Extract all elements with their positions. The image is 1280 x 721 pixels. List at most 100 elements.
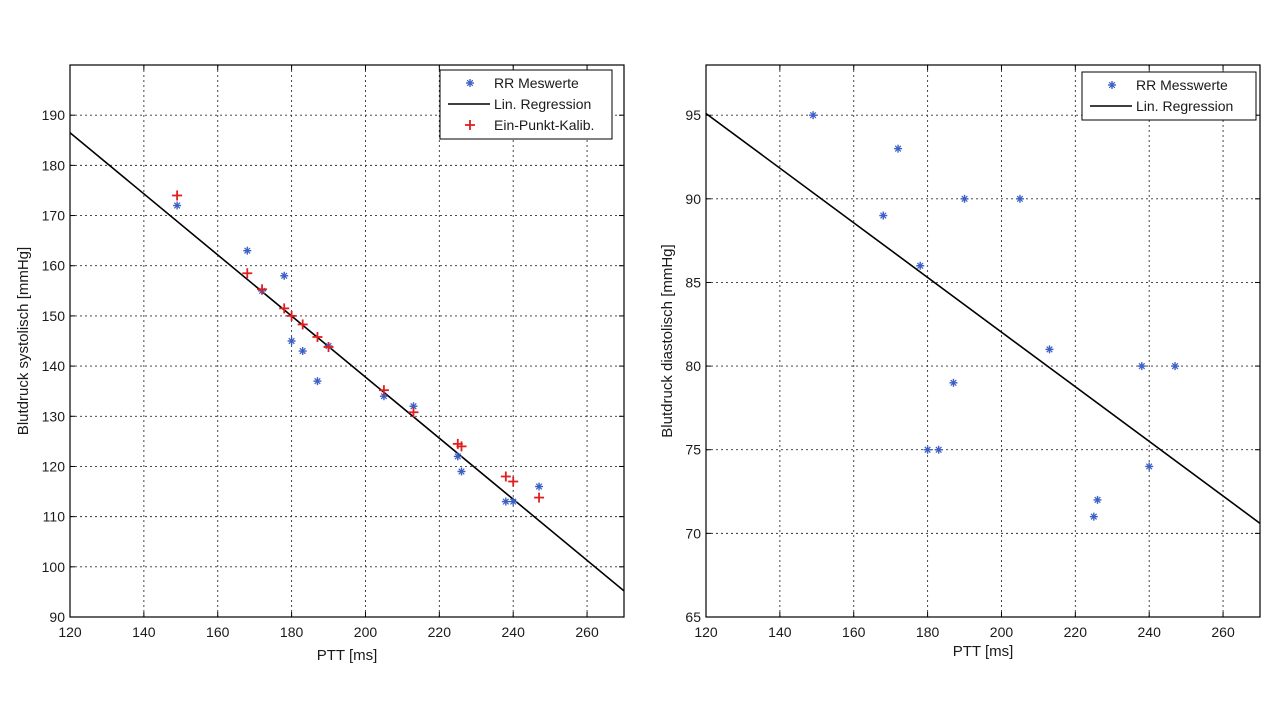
legend: RR Meswerte Lin. Regression Ein-Punkt-Kali…: [439, 69, 613, 140]
calibration-point: [534, 492, 545, 503]
y-tick-label: 190: [42, 107, 66, 123]
x-tick-label: 220: [428, 624, 452, 640]
legend-entry-label: Ein-Punkt-Kalib.: [494, 117, 594, 133]
calibration-point: [408, 407, 419, 418]
regression-line: [706, 112, 1260, 524]
calibration-point: [242, 268, 253, 279]
y-tick-label: 95: [685, 107, 701, 123]
measurement-point: [1137, 362, 1146, 371]
y-tick-label: 140: [42, 358, 66, 374]
y-axis-label: Blutdruck diastolisch [mmHg]: [659, 244, 676, 437]
y-tick-label: 90: [685, 191, 701, 207]
y-tick-label: 70: [685, 525, 701, 541]
y-tick-label: 90: [49, 609, 65, 625]
x-tick-label: 240: [1138, 624, 1162, 640]
y-tick-label: 85: [685, 274, 701, 290]
x-tick-label: 220: [1064, 624, 1088, 640]
measurement-point: [960, 194, 969, 203]
y-tick-label: 75: [685, 442, 701, 458]
calibration-point: [297, 319, 308, 330]
calibration-point: [312, 331, 323, 342]
x-tick-label: 240: [502, 624, 526, 640]
measurement-point: [1089, 512, 1098, 521]
diastolic-chart: 120 140 160 180 200 220 240 260 65 70 75 80 85 90 95 PT…: [659, 64, 1261, 660]
y-tick-label: 65: [685, 609, 701, 625]
measurement-point: [280, 271, 289, 280]
measurement-point: [501, 497, 510, 506]
measurement-point: [1171, 362, 1180, 371]
x-axis-label: PTT [ms]: [317, 647, 378, 664]
x-tick-label: 260: [575, 624, 599, 640]
measurement-point: [457, 467, 466, 476]
measurement-point: [535, 482, 544, 491]
legend: RR Messwerte Lin. Regression: [1081, 71, 1257, 121]
y-tick-label: 120: [42, 458, 66, 474]
measurement-point: [509, 497, 518, 506]
legend-entry-label: RR Messwerte: [1136, 77, 1228, 93]
measurement-point: [243, 246, 252, 255]
measurement-point: [923, 445, 932, 454]
calibration-point: [456, 441, 467, 452]
legend-star-symbol: [1108, 81, 1116, 89]
measurement-point: [1093, 495, 1102, 504]
x-tick-label: 120: [58, 624, 82, 640]
x-tick-label: 140: [132, 624, 156, 640]
x-tick-label: 160: [842, 624, 866, 640]
axes-frame: [705, 64, 1261, 618]
measurement-point: [1145, 462, 1154, 471]
measurement-point: [949, 378, 958, 387]
x-tick-label: 120: [694, 624, 718, 640]
calibration-point: [279, 303, 290, 314]
plot-area: [70, 65, 624, 617]
measurement-point: [453, 452, 462, 461]
measurement-point: [879, 211, 888, 220]
legend-box: [1081, 71, 1257, 121]
axes-frame: [69, 64, 625, 618]
y-tick-label: 110: [43, 509, 66, 525]
calibration-point: [500, 471, 511, 482]
x-tick-label: 200: [354, 624, 378, 640]
measurement-point: [916, 261, 925, 270]
legend-plus-symbol: [465, 120, 475, 130]
systolic-chart: 120 140 160 180 200 220 240 260 90 100 110 120 130 14…: [15, 64, 625, 664]
measurement-point: [298, 347, 307, 356]
y-tick-label: 100: [42, 559, 66, 575]
x-tick-label: 180: [916, 624, 940, 640]
plot-area: [706, 65, 1260, 617]
x-axis-label: PTT [ms]: [953, 643, 1014, 660]
legend-star-symbol: [466, 79, 474, 87]
y-tick-label: 170: [42, 208, 66, 224]
legend-entry-label: Lin. Regression: [1136, 98, 1233, 114]
legend-entry-label: RR Meswerte: [494, 75, 579, 91]
measurement-point: [173, 201, 182, 210]
measurement-point: [287, 337, 296, 345]
calibration-point: [323, 342, 334, 353]
y-tick-label: 150: [42, 308, 66, 324]
y-axis-label: Blutdruck systolisch [mmHg]: [15, 247, 32, 435]
x-tick-label: 180: [280, 624, 304, 640]
measurement-point: [809, 111, 818, 120]
axis-ticks: 120 140 160 180 200 220 240 260 90 100 110 120 130 14…: [42, 65, 624, 640]
measurement-point: [894, 144, 903, 153]
x-tick-label: 260: [1211, 624, 1235, 640]
x-tick-label: 200: [990, 624, 1014, 640]
measurement-point: [1015, 194, 1024, 203]
x-tick-label: 160: [206, 624, 230, 640]
calibration-point: [508, 476, 519, 487]
series-group: [706, 111, 1260, 524]
legend-entry-label: Lin. Regression: [494, 96, 591, 112]
regression-line: [70, 132, 624, 592]
measurement-point: [313, 377, 322, 386]
y-tick-label: 180: [42, 157, 66, 173]
measurement-point: [1045, 345, 1054, 354]
y-tick-label: 160: [42, 258, 66, 274]
axis-ticks: 120 140 160 180 200 220 240 260 65 70 75 80 85 90 95: [685, 65, 1260, 640]
y-tick-label: 80: [685, 358, 701, 374]
calibration-point: [257, 284, 268, 295]
calibration-point: [172, 190, 183, 201]
calibration-point: [378, 385, 389, 396]
measurement-point: [934, 445, 943, 454]
x-tick-label: 140: [768, 624, 792, 640]
calibration-point: [286, 310, 297, 321]
